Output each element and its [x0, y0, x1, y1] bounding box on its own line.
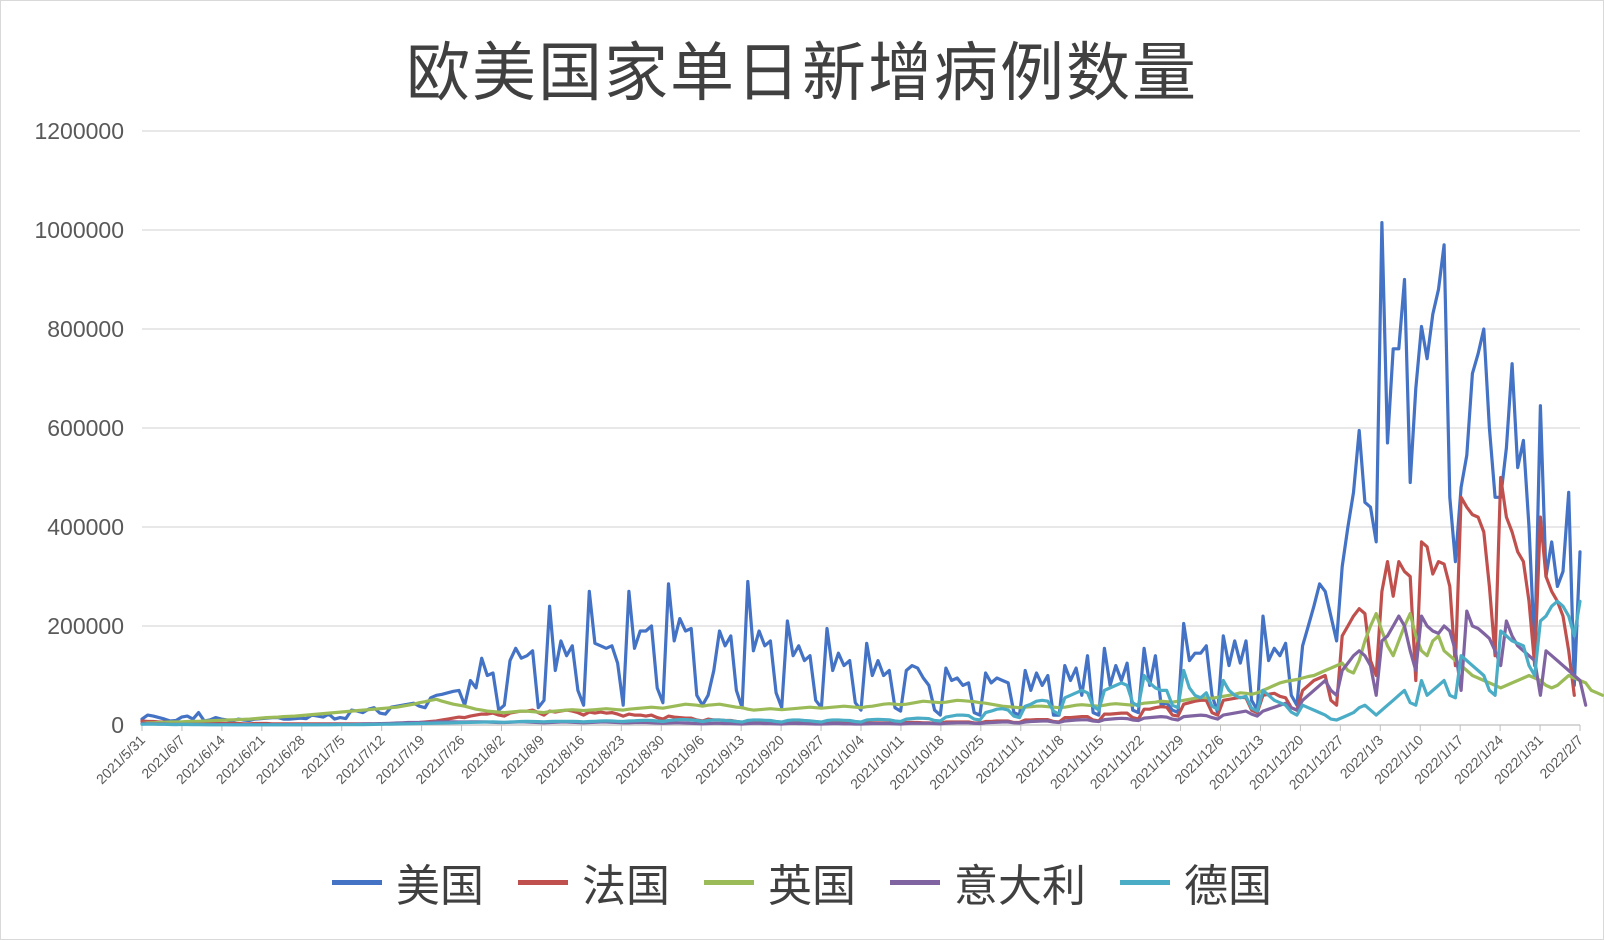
y-tick-label: 1000000	[34, 217, 124, 243]
legend-item: 法国	[518, 850, 670, 914]
legend-item: 德国	[1120, 850, 1272, 914]
legend-swatch	[518, 879, 568, 885]
legend-item: 意大利	[890, 850, 1086, 914]
y-tick-label: 800000	[47, 316, 124, 342]
x-axis-tick-labels: 2021/5/312021/6/72021/6/142021/6/212021/…	[93, 725, 1586, 793]
y-tick-label: 0	[111, 712, 124, 738]
legend-swatch	[704, 879, 754, 885]
x-tick-label: 2021/5/31	[93, 732, 149, 788]
legend-label: 英国	[768, 861, 856, 912]
gridlines	[142, 130, 1580, 726]
legend-label: 法国	[582, 861, 670, 912]
series-line-美国	[140, 221, 1582, 723]
legend-label: 德国	[1184, 861, 1272, 912]
legend-swatch	[332, 879, 382, 885]
legend-item: 英国	[704, 850, 856, 914]
y-tick-label: 200000	[47, 613, 124, 639]
legend-swatch	[1120, 879, 1170, 885]
legend-swatch	[890, 879, 940, 885]
x-tick-label: 2022/2/7	[1536, 732, 1586, 782]
series-line-法国	[140, 475, 1576, 726]
series-line-英国	[140, 611, 1604, 726]
legend: 美国 法国 英国 意大利 德国	[0, 850, 1604, 914]
chart-title: 欧美国家单日新增病例数量	[406, 37, 1198, 111]
series-line-德国	[140, 599, 1582, 727]
legend-label: 美国	[396, 861, 484, 912]
series-lines	[140, 221, 1604, 727]
y-tick-label: 1200000	[34, 118, 124, 144]
legend-label: 意大利	[954, 861, 1086, 912]
y-axis-tick-labels: 0 200000 400000 600000 800000 1000000 1200000	[34, 118, 124, 738]
legend-item: 美国	[332, 850, 484, 914]
y-tick-label: 600000	[47, 415, 124, 441]
y-tick-label: 400000	[47, 514, 124, 540]
